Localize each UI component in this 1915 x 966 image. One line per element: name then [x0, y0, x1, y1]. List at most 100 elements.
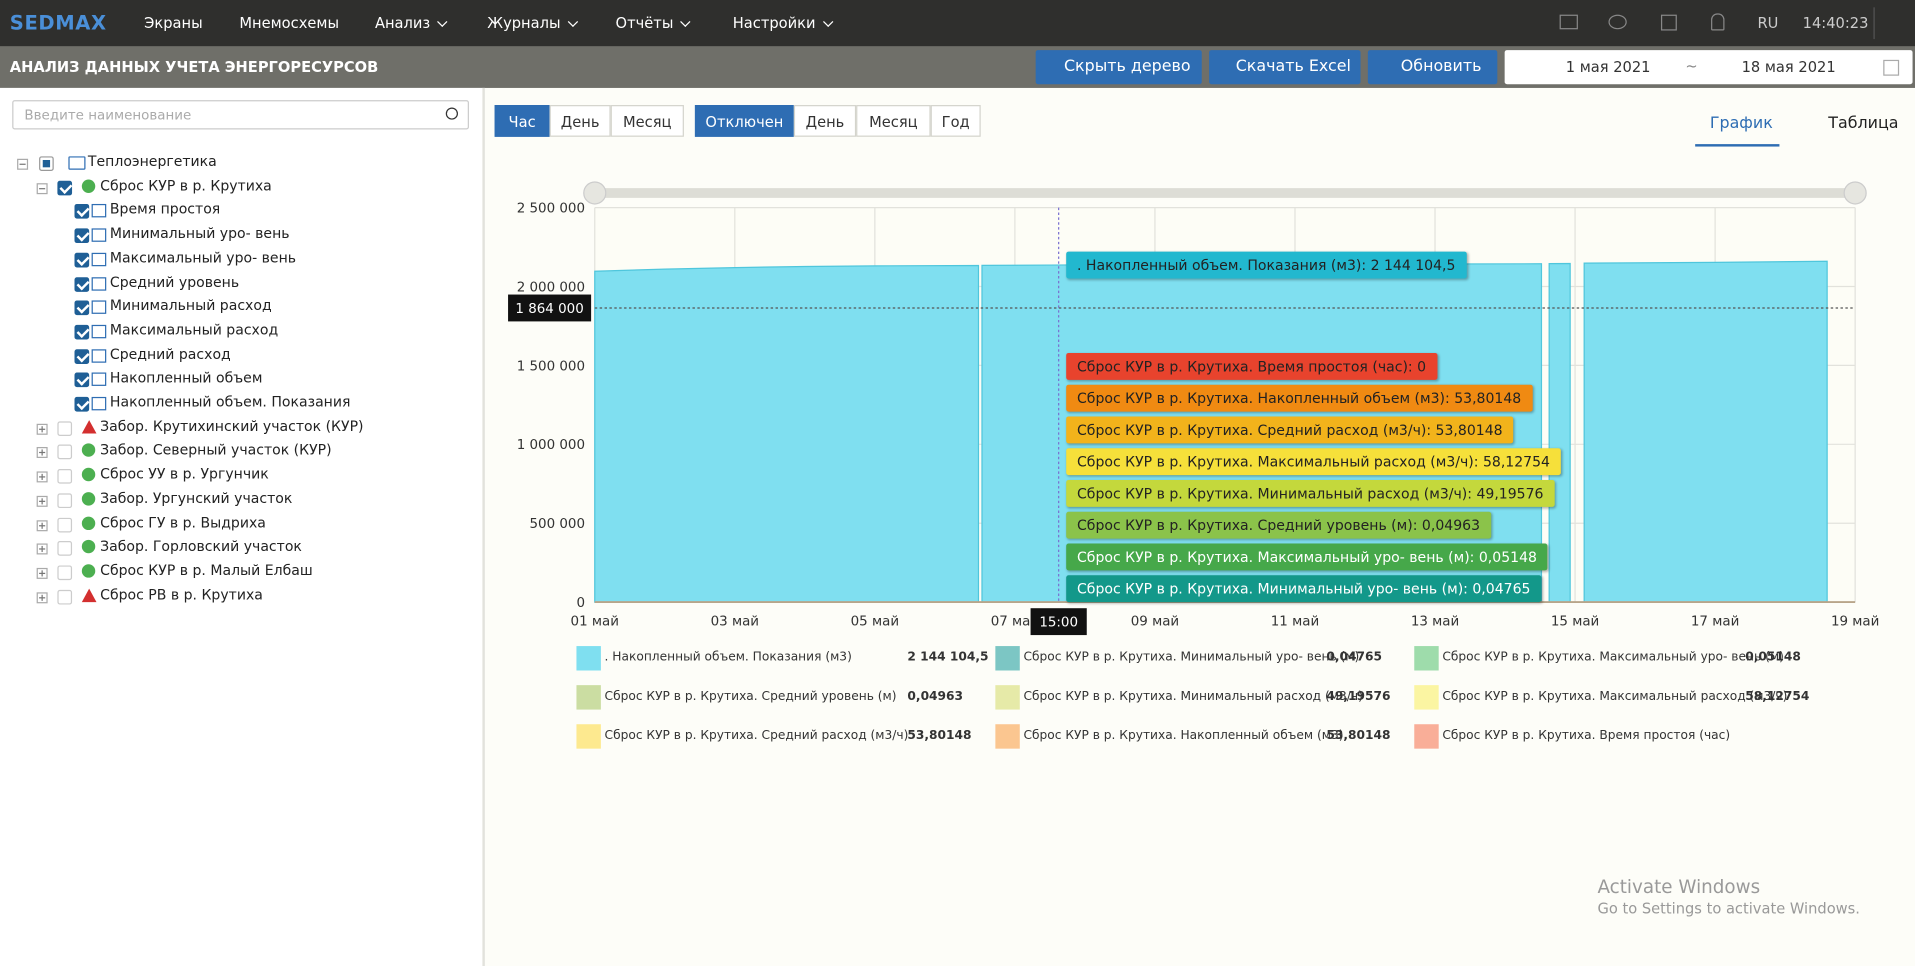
expander[interactable]	[36, 182, 48, 194]
segment-button[interactable]: День	[793, 105, 857, 137]
clock: 14:40:23	[1802, 14, 1869, 32]
date-range[interactable]: 1 мая 2021 ~ 18 мая 2021	[1504, 50, 1913, 85]
language[interactable]: RU	[1757, 14, 1779, 32]
x-tick-label: 05 май	[851, 614, 899, 629]
legend-label[interactable]: Сброс КУР в р. Крутиха. Время простоя (ч…	[1442, 729, 1731, 743]
brand[interactable]: SEDMAX	[9, 10, 107, 35]
checkbox[interactable]	[74, 324, 90, 340]
date-from[interactable]: 1 мая 2021	[1565, 58, 1651, 76]
expander[interactable]	[36, 567, 48, 579]
tab[interactable]: График	[1709, 114, 1773, 134]
checkbox[interactable]	[57, 469, 73, 484]
checkbox[interactable]	[74, 372, 90, 388]
checkbox[interactable]	[57, 541, 73, 556]
tree-node-label[interactable]: Забор. Северный участок (КУР)	[100, 441, 332, 459]
menu-item[interactable]: Мнемосхемы	[239, 14, 340, 32]
menu-item[interactable]: Отчёты	[616, 15, 687, 32]
checkbox[interactable]	[57, 445, 73, 460]
tree-node-label[interactable]: Сброс КУР в р. Крутиха	[100, 176, 272, 194]
checkbox[interactable]	[57, 493, 73, 508]
toolbar: АНАЛИЗ ДАННЫХ УЧЕТА ЭНЕРГОРЕСУРСОВ 1 мая…	[0, 46, 1915, 88]
expander[interactable]	[36, 519, 48, 531]
tree-node-label[interactable]: Минимальный расход	[109, 297, 272, 315]
status-ok-icon	[81, 491, 96, 506]
checkbox[interactable]	[57, 589, 73, 605]
y-tick-label: 1 000 000	[517, 438, 585, 453]
tree-node-label[interactable]: Максимальный расход	[109, 321, 279, 339]
separator	[1873, 7, 1875, 40]
checkbox[interactable]	[74, 348, 90, 364]
tree-node-label[interactable]: Накопленный объем. Показания	[109, 393, 351, 411]
search-input[interactable]: Введите наименование	[12, 100, 469, 130]
tree-node-label[interactable]: Забор. Крутихинский участок (КУР)	[100, 417, 364, 435]
menu-item[interactable]: Настройки	[733, 15, 829, 32]
checkbox[interactable]	[74, 276, 90, 292]
x-tick-label: 07 май	[991, 614, 1039, 629]
legend-label[interactable]: Сброс КУР в р. Крутиха. Минимальный расх…	[1023, 690, 1363, 704]
y-tick-label: 2 000 000	[517, 280, 585, 295]
legend-label[interactable]: Сброс КУР в р. Крутиха. Максимальный уро…	[1442, 650, 1784, 665]
tree-node-label[interactable]: Накопленный объем	[109, 369, 263, 387]
legend-label[interactable]: Сброс КУР в р. Крутиха. Минимальный уро-…	[1023, 650, 1360, 665]
tree-node-label[interactable]: Забор. Ургунский участок	[100, 489, 293, 507]
tab[interactable]: Таблица	[1828, 114, 1899, 134]
status-ok-icon	[81, 515, 96, 530]
checkbox[interactable]	[74, 300, 90, 316]
toolbar-button[interactable]: Скрыть дерево	[1035, 50, 1202, 85]
legend-label[interactable]: Сброс КУР в р. Крутиха. Средний уровень …	[604, 690, 897, 704]
menu-item[interactable]: Экраны	[144, 14, 203, 32]
checkbox[interactable]	[57, 517, 73, 532]
menu-item[interactable]: Анализ	[375, 15, 444, 32]
legend-label[interactable]: Сброс КУР в р. Крутиха. Максимальный рас…	[1442, 690, 1788, 704]
sound-icon[interactable]	[1660, 14, 1677, 31]
parameter-icon	[91, 300, 107, 315]
legend-label[interactable]: Сброс КУР в р. Крутиха. Средний расход (…	[604, 729, 909, 743]
checkbox[interactable]	[74, 228, 90, 244]
toolbar-button[interactable]: Обновить	[1367, 50, 1498, 85]
tree-node-label[interactable]: Средний расход	[109, 345, 231, 363]
search-icon[interactable]	[445, 107, 458, 120]
toolbar-button[interactable]: Скачать Excel	[1209, 50, 1361, 85]
tree-node-label[interactable]: Теплоэнергетика	[87, 152, 217, 170]
checkbox[interactable]	[57, 180, 73, 196]
tree-node-label[interactable]: Максимальный уро- вень	[109, 248, 297, 266]
segment-button[interactable]: Час	[494, 105, 550, 137]
date-to[interactable]: 18 мая 2021	[1741, 58, 1836, 76]
checkbox[interactable]	[39, 156, 54, 171]
expander[interactable]	[36, 447, 48, 459]
expander[interactable]	[17, 158, 29, 170]
checkbox[interactable]	[57, 420, 73, 436]
tree-node-label[interactable]: Сброс ГУ в р. Выдриха	[100, 513, 266, 531]
tree-node-label[interactable]: Сброс РВ в р. Крутиха	[100, 585, 263, 603]
expander[interactable]	[36, 471, 48, 483]
tree-node-label[interactable]: Забор. Горловский участок	[100, 537, 302, 555]
menu-item[interactable]: Журналы	[487, 15, 574, 32]
tree-node-label[interactable]: Минимальный уро- вень	[109, 224, 290, 242]
legend-value: 0,04963	[907, 690, 964, 704]
expander[interactable]	[36, 495, 48, 507]
checkbox[interactable]	[74, 204, 90, 220]
tree-node-label[interactable]: Сброс КУР в р. Малый Елбаш	[100, 561, 313, 579]
expander[interactable]	[36, 591, 48, 603]
expander[interactable]	[36, 543, 48, 555]
legend-label[interactable]: Сброс КУР в р. Крутиха. Накопленный объе…	[1023, 729, 1344, 743]
checkbox[interactable]	[74, 396, 90, 412]
bell-icon[interactable]	[1711, 13, 1725, 31]
tree-node-label[interactable]: Сброс УУ в р. Ургунчик	[100, 465, 269, 483]
segment-button[interactable]: Год	[930, 105, 981, 137]
checkbox[interactable]	[74, 252, 90, 268]
mail-icon[interactable]	[1559, 14, 1578, 30]
tree-node-label[interactable]: Время простоя	[109, 200, 221, 218]
calendar-icon[interactable]	[1883, 59, 1900, 76]
segment-button[interactable]: День	[549, 105, 611, 137]
segment-button[interactable]: Месяц	[610, 105, 684, 137]
segment-button[interactable]: Месяц	[856, 105, 931, 137]
tree-node-label[interactable]: Средний уровень	[109, 272, 240, 291]
expander[interactable]	[36, 423, 48, 435]
tooltip: Сброс КУР в р. Крутиха. Максимальный уро…	[1065, 543, 1548, 571]
visibility-icon[interactable]	[1608, 14, 1627, 30]
segment-button[interactable]: Отключен	[694, 105, 794, 137]
checkbox[interactable]	[57, 565, 73, 580]
crosshair-x-label: 15:00	[1039, 616, 1078, 631]
legend-label[interactable]: . Накопленный объем. Показания (м3)	[604, 650, 852, 665]
